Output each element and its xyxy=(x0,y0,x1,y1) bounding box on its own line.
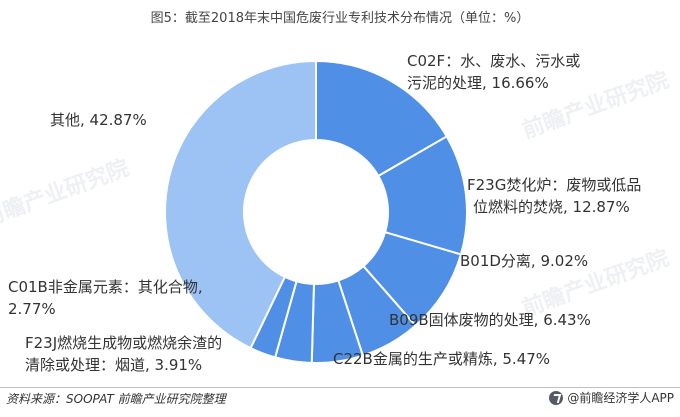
donut-slices xyxy=(164,59,468,364)
brand-name: @前瞻经济学人APP xyxy=(567,391,674,405)
watermark-1: 前瞻产业研究院 xyxy=(0,155,132,232)
source-note: 资料来源：SOOPAT 前瞻产业研究院整理 xyxy=(6,392,226,406)
slice-label-7: C01B非金属元素：其化合物, 2.77% xyxy=(8,278,203,318)
brand-logo-icon xyxy=(549,390,564,405)
slice-label-1: C02F：水、废水、污水或污泥的处理, 16.66% xyxy=(407,52,580,92)
page-title: 图5：截至2018年末中国危废行业专利技术分布情况（单位：%） xyxy=(150,11,530,26)
slice-8 xyxy=(164,59,317,350)
slice-label-4: B09B固体废物的处理, 6.43% xyxy=(389,311,591,329)
slice-label-8: 其他, 42.87% xyxy=(50,111,147,129)
footer-divider xyxy=(0,387,680,388)
slice-label-5: C22B金属的生产或精炼, 5.47% xyxy=(333,350,550,368)
brand: @前瞻经济学人APP xyxy=(549,389,674,406)
slice-label-6: F23J燃烧生成物或燃烧余渣的清除或处理：烟道, 3.91% xyxy=(25,334,222,374)
slice-1 xyxy=(315,59,449,178)
slice-label-3: B01D分离, 9.02% xyxy=(460,252,588,270)
slice-label-2: F23G焚化炉：废物或低品位燃料的焚烧, 12.87% xyxy=(467,176,641,216)
slice-labels: C02F：水、废水、污水或污泥的处理, 16.66% F23G焚化炉：废物或低品位… xyxy=(8,52,641,374)
